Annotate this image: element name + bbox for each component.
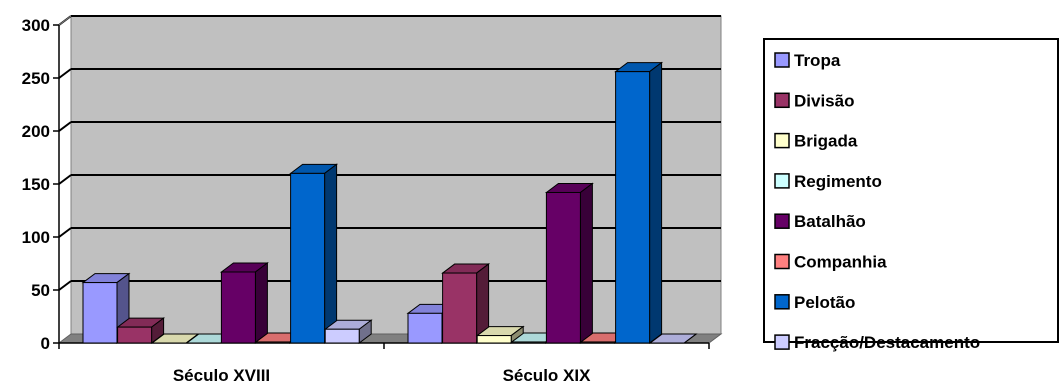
bar-front [546,192,580,343]
legend-label: Tropa [794,51,841,70]
legend-swatch [775,93,789,107]
y-tick-label: 100 [22,228,50,247]
bar [291,164,337,343]
bar [443,264,489,343]
legend-item: Pelotão [775,293,855,312]
bar-front [325,329,359,343]
legend-item: Fracção/Destacamento [775,333,980,352]
legend-swatch [775,53,789,67]
legend-swatch [775,174,789,188]
gridline [59,122,71,131]
bar-front [581,342,615,343]
gridline [59,281,71,290]
y-tick-label: 250 [22,69,50,88]
legend-label: Companhia [794,253,887,272]
bar-front [118,327,152,343]
x-category-label: Século XVIII [173,366,270,383]
bar-front [83,283,117,343]
bar [325,320,371,343]
bar [616,63,662,343]
y-tick-label: 50 [31,281,50,300]
y-axis-top-edge [59,16,71,25]
legend-item: Batalhão [775,212,866,231]
bar [546,183,592,343]
bar-front [443,273,477,343]
legend-swatch [775,214,789,228]
x-category-label: Século XIX [503,366,592,383]
legend: Tropa Divisão Brigada Regimento Batalhão Comp… [764,39,1058,352]
legend-item: Divisão [775,91,854,110]
y-tick-label: 300 [22,16,50,35]
y-tick-label: 150 [22,175,50,194]
bar-front [512,342,546,343]
bar-front [291,173,325,343]
y-axis: 0 50 100 150 200 250 300 [22,16,71,353]
legend-swatch [775,295,789,309]
legend-label: Brigada [794,132,858,151]
legend-swatch [775,335,789,349]
legend-swatch [775,255,789,269]
legend-label: Divisão [794,91,854,110]
legend-label: Pelotão [794,293,855,312]
bar-side [255,263,267,343]
bar-front [477,336,511,343]
x-axis: Século XVIII Século XIX [59,343,709,383]
bar-front [221,272,255,343]
bar-side [580,183,592,343]
y-tick-label: 200 [22,122,50,141]
legend-label: Batalhão [794,212,866,231]
bar-front [256,342,290,343]
bar-side [325,164,337,343]
bar-front [408,313,442,343]
legend-swatch [775,134,789,148]
bar [221,263,267,343]
gridline [59,69,71,78]
y-tick-label: 0 [41,334,50,353]
legend-label: Regimento [794,172,882,191]
gridline [59,228,71,237]
legend-item: Tropa [775,51,841,70]
gridline [59,175,71,184]
legend-item: Brigada [775,132,858,151]
bar-side [650,63,662,343]
legend-label: Fracção/Destacamento [794,333,980,352]
bar-front [616,72,650,343]
